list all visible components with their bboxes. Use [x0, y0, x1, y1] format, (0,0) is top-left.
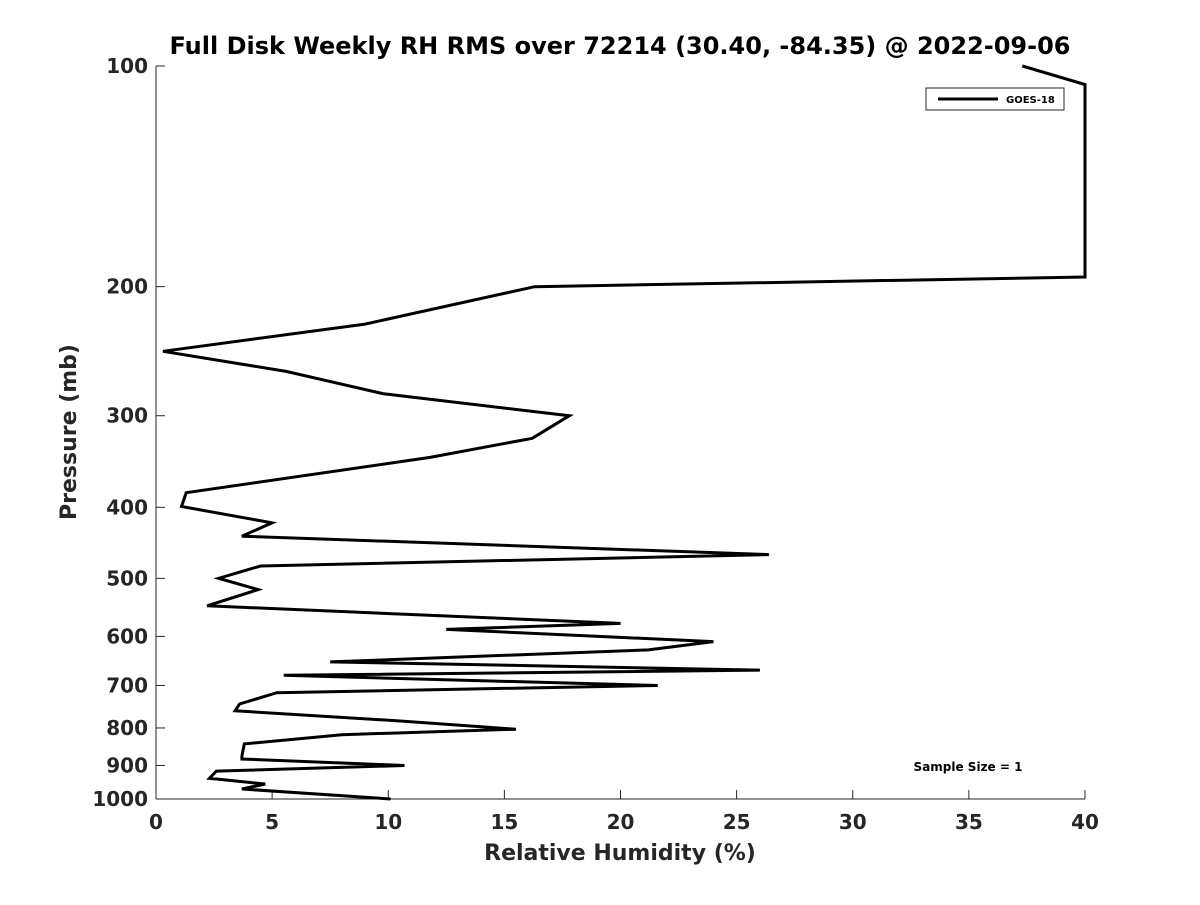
x-tick-label: 0	[149, 810, 163, 834]
x-axis-label: Relative Humidity (%)	[484, 841, 756, 866]
x-tick-label: 10	[374, 810, 402, 834]
x-tick-label: 5	[265, 810, 279, 834]
sample-size-annotation: Sample Size = 1	[914, 760, 1023, 774]
y-tick-label: 800	[106, 716, 148, 740]
y-tick-label: 200	[106, 275, 148, 299]
y-axis-label: Pressure (mb)	[57, 344, 82, 520]
x-tick-label: 30	[839, 810, 867, 834]
series-layer	[162, 64, 1087, 801]
x-tick-label: 15	[490, 810, 518, 834]
y-tick-label: 900	[106, 753, 148, 777]
y-tick-label: 300	[106, 404, 148, 428]
x-tick-label: 20	[607, 810, 635, 834]
y-tick-label: 400	[106, 495, 148, 519]
x-tick-label: 25	[723, 810, 751, 834]
y-tick-label: 600	[106, 624, 148, 648]
y-tick-label: 500	[106, 566, 148, 590]
chart-title: Full Disk Weekly RH RMS over 72214 (30.4…	[169, 32, 1070, 60]
axes: 0 5 10 15 20 25 30 35 40 100 200 300 400 500 600 700 800…	[92, 54, 1099, 834]
y-tick-label: 700	[106, 673, 148, 697]
y-tick-label: 1000	[92, 787, 148, 811]
x-tick-label: 35	[955, 810, 983, 834]
legend-label-goes-18: GOES-18	[1006, 95, 1055, 106]
legend: GOES-18	[925, 87, 1065, 111]
x-tick-label: 40	[1071, 810, 1099, 834]
series-line-goes-18	[162, 64, 1087, 801]
y-tick-label: 100	[106, 54, 148, 78]
